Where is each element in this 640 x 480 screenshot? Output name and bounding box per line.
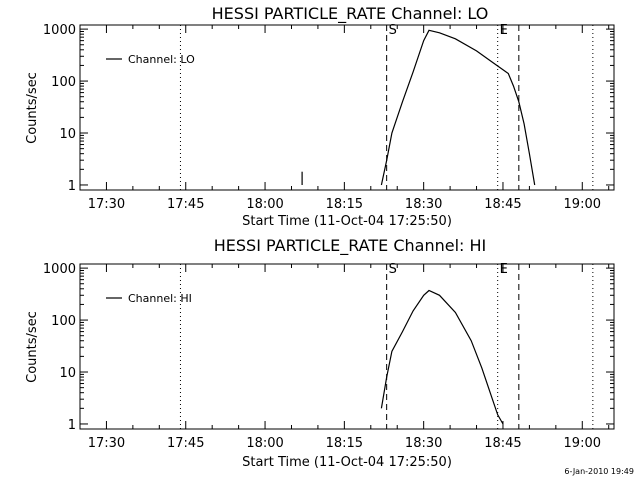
data-series <box>301 29 536 186</box>
tick-marks <box>79 25 614 190</box>
series-line <box>380 289 504 425</box>
event-marker-label: E <box>500 262 508 277</box>
y-tick-labels: 1 10 100 1000 <box>43 262 76 433</box>
x-tick-label: 18:00 <box>246 197 283 212</box>
x-tick-label: 18:00 <box>246 436 283 451</box>
x-axis-label: Start Time (11-Oct-04 17:25:50) <box>242 455 452 470</box>
y-tick-label: 10 <box>59 127 76 142</box>
event-marker-label: E <box>500 23 508 38</box>
x-tick-label: 18:30 <box>405 436 442 451</box>
x-tick-label: 17:45 <box>167 436 204 451</box>
y-tick-label: 1 <box>68 179 76 194</box>
y-tick-label: 1000 <box>43 23 76 38</box>
x-tick-label: 18:45 <box>484 436 521 451</box>
chart-title: HESSI PARTICLE_RATE Channel: LO <box>212 4 489 24</box>
x-tick-label: 19:00 <box>564 197 601 212</box>
x-tick-label: 18:45 <box>484 197 521 212</box>
series-line <box>380 29 536 186</box>
plot-frame <box>79 24 615 191</box>
x-tick-label: 18:15 <box>326 197 363 212</box>
legend-label: Channel: LO <box>128 53 195 66</box>
y-tick-label: 10 <box>59 366 76 381</box>
chart-panel-lo: HESSI PARTICLE_RATE Channel: LO 17:30 17:… <box>25 4 615 229</box>
y-axis-label: Counts/sec <box>25 311 40 383</box>
tick-marks <box>79 264 614 429</box>
data-series <box>380 289 504 425</box>
chart-title: HESSI PARTICLE_RATE Channel: HI <box>214 236 487 256</box>
chart-panel-hi: HESSI PARTICLE_RATE Channel: HI 17:30 17:… <box>25 236 615 470</box>
x-tick-label: 18:15 <box>326 436 363 451</box>
x-tick-label: 17:30 <box>88 436 125 451</box>
legend-label: Channel: HI <box>128 292 192 305</box>
y-tick-label: 100 <box>51 314 76 329</box>
x-tick-label: 17:30 <box>88 197 125 212</box>
x-tick-labels: 17:30 17:45 18:00 18:15 18:30 18:45 19:00 <box>88 436 601 451</box>
y-axis-label: Counts/sec <box>25 72 40 144</box>
x-tick-label: 19:00 <box>564 436 601 451</box>
y-tick-label: 100 <box>51 75 76 90</box>
x-tick-labels: 17:30 17:45 18:00 18:15 18:30 18:45 19:00 <box>88 197 601 212</box>
y-tick-labels: 1 10 100 1000 <box>43 23 76 194</box>
y-tick-label: 1 <box>68 418 76 433</box>
event-marker-label: S <box>389 262 397 277</box>
timestamp: 6-Jan-2010 19:49 <box>564 467 634 476</box>
y-tick-label: 1000 <box>43 262 76 277</box>
x-tick-label: 18:30 <box>405 197 442 212</box>
x-axis-label: Start Time (11-Oct-04 17:25:50) <box>242 214 452 229</box>
x-tick-label: 17:45 <box>167 197 204 212</box>
plot-frame <box>79 263 615 430</box>
event-marker-label: S <box>389 23 397 38</box>
